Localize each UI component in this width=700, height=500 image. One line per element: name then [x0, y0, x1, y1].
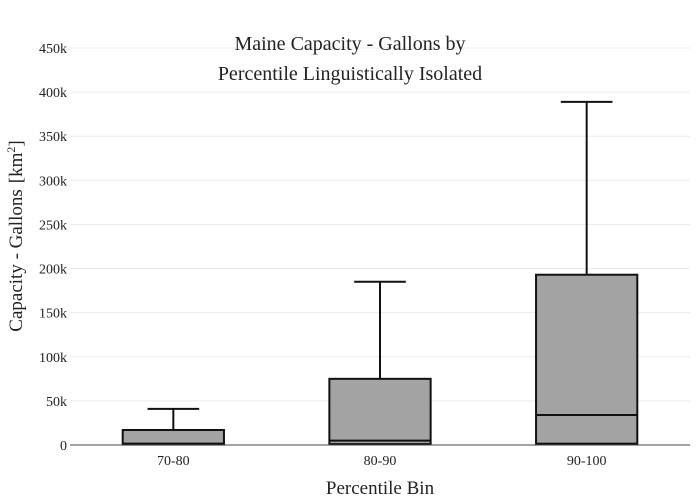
- chart-title-line-2: Percentile Linguistically Isolated: [218, 63, 482, 85]
- y-tick-label-0: 0: [60, 439, 67, 454]
- y-axis-unit-exponent: 2: [4, 147, 18, 153]
- y-axis-label-text: Capacity - Gallons: [6, 189, 27, 331]
- box-80-90: [328, 280, 432, 446]
- y-tick-label-2: 100k: [39, 351, 67, 366]
- y-tick-label-6: 300k: [39, 174, 67, 189]
- y-axis-unit-close: ]: [6, 140, 27, 146]
- y-tick-label-8: 400k: [39, 86, 67, 101]
- y-tick-label-4: 200k: [39, 263, 67, 278]
- y-tick-label-7: 350k: [39, 130, 67, 145]
- box-iqr-90-100: [535, 273, 639, 445]
- chart-title-line-1: Maine Capacity - Gallons by: [234, 33, 465, 55]
- y-tick-label-9: 450k: [39, 42, 67, 57]
- box-70-80: [121, 407, 225, 446]
- x-tick-label-90-100: 90-100: [567, 454, 607, 469]
- box-90-100: [535, 100, 639, 445]
- x-tick-label-70-80: 70-80: [157, 454, 190, 469]
- box-iqr-80-90: [328, 377, 432, 446]
- x-axis-label: Percentile Bin: [326, 478, 435, 499]
- boxes: [121, 100, 639, 446]
- y-axis-label: Capacity - Gallons [km2]: [4, 140, 27, 331]
- y-axis-unit-base: [km: [6, 152, 27, 183]
- x-axis-ticks: 70-80 80-90 90-100: [157, 454, 607, 469]
- y-tick-label-5: 250k: [39, 218, 67, 233]
- y-tick-label-1: 50k: [46, 395, 67, 410]
- box-iqr-70-80: [121, 429, 225, 446]
- x-tick-label-80-90: 80-90: [364, 454, 397, 469]
- grid-lines: [70, 47, 690, 402]
- y-axis-ticks: 0 50k 100k 150k 200k 250k 300k 350k 400k 450k: [39, 42, 67, 454]
- y-tick-label-3: 150k: [39, 307, 67, 322]
